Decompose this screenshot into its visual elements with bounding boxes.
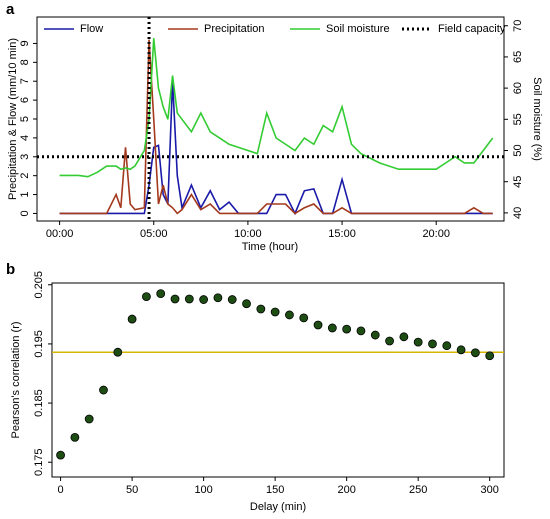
y2-tick-label: 40 <box>512 207 524 219</box>
y2-tick-label: 70 <box>512 20 524 32</box>
data-point <box>70 432 80 442</box>
data-point <box>227 295 237 304</box>
y-tick-label: 0.195 <box>33 330 45 358</box>
data-point <box>242 299 251 309</box>
y-tick-label: 0.205 <box>33 271 45 299</box>
panel-label: b <box>6 261 15 278</box>
plot-frame <box>36 16 505 222</box>
data-point <box>84 414 94 424</box>
x-tick-label: 00:00 <box>46 228 74 240</box>
plot-frame <box>51 282 505 478</box>
data-point <box>170 294 180 304</box>
x-axis-label: Time (hour) <box>242 241 298 253</box>
legend-label: Field capacity <box>438 23 506 35</box>
data-point <box>356 326 366 336</box>
x-tick-label: 150 <box>266 484 284 496</box>
data-point <box>299 313 309 323</box>
y-tick-label: 9 <box>19 40 31 46</box>
data-point <box>399 332 409 342</box>
y-tick-label: 7 <box>19 78 31 84</box>
y-tick-label: 4 <box>19 135 31 141</box>
data-point <box>56 450 65 460</box>
data-point <box>256 304 266 314</box>
data-point <box>213 293 223 303</box>
data-point <box>199 295 209 304</box>
y-tick-label: 5 <box>19 116 31 122</box>
y-tick-label: 0 <box>19 210 31 216</box>
data-point <box>99 385 108 395</box>
x-tick-label: 50 <box>126 484 138 496</box>
data-point <box>385 336 394 346</box>
data-point <box>370 330 380 340</box>
y-tick-label: 8 <box>19 59 31 65</box>
y-tick-label: 0.185 <box>33 389 45 417</box>
data-point <box>442 341 452 351</box>
y-tick-label: 1 <box>19 191 31 197</box>
y-axis-label: Precipitation & Flow (mm/10 min) <box>7 38 19 200</box>
y2-tick-label: 50 <box>512 144 524 156</box>
data-point <box>285 310 294 320</box>
panel-label: a <box>6 1 15 18</box>
data-point <box>184 294 194 304</box>
data-point <box>342 324 352 334</box>
y2-axis-label: Soil moisture (%) <box>531 77 543 161</box>
x-tick-label: 100 <box>194 484 212 496</box>
x-tick-label: 250 <box>409 484 427 496</box>
data-point <box>428 339 437 349</box>
data-point <box>113 347 123 357</box>
x-tick-label: 0 <box>58 484 64 496</box>
data-line <box>59 81 493 216</box>
x-tick-label: 300 <box>481 484 499 496</box>
y2-tick-label: 65 <box>512 51 524 63</box>
data-point <box>156 289 166 299</box>
y2-tick-label: 55 <box>512 113 524 125</box>
data-point <box>127 314 137 324</box>
data-point <box>313 320 323 330</box>
x-axis-label: Delay (min) <box>250 501 306 513</box>
data-point <box>327 323 337 333</box>
y-axis-label: Pearson's correlation (r) <box>10 321 22 438</box>
y-tick-label: 2 <box>19 173 31 179</box>
data-line <box>59 39 493 215</box>
x-tick-label: 20:00 <box>422 228 450 240</box>
data-line <box>59 38 494 178</box>
x-tick-label: 05:00 <box>140 228 168 240</box>
x-tick-label: 200 <box>337 484 355 496</box>
y2-tick-label: 60 <box>512 82 524 94</box>
legend-label: Precipitation <box>204 23 265 35</box>
x-tick-label: 10:00 <box>234 228 262 240</box>
x-tick-label: 15:00 <box>328 228 356 240</box>
legend-label: Soil moisture <box>326 23 390 35</box>
data-point <box>413 337 423 347</box>
data-point <box>270 307 280 317</box>
data-point <box>470 348 480 358</box>
data-point <box>485 351 495 361</box>
y-tick-label: 6 <box>19 97 31 103</box>
y2-tick-label: 45 <box>512 176 524 188</box>
y-tick-label: 3 <box>19 154 31 160</box>
y-tick-label: 0.175 <box>33 448 45 476</box>
data-point <box>456 345 466 355</box>
data-point <box>142 292 151 302</box>
legend-label: Flow <box>80 23 103 35</box>
